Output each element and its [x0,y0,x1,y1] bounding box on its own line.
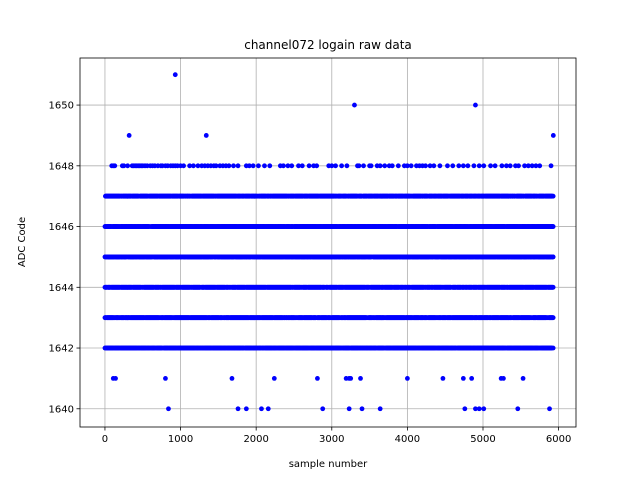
data-point [550,254,556,260]
data-point [550,345,556,351]
data-point [550,284,556,290]
data-point [550,224,556,229]
data-points [102,72,556,412]
data-point [550,315,556,321]
